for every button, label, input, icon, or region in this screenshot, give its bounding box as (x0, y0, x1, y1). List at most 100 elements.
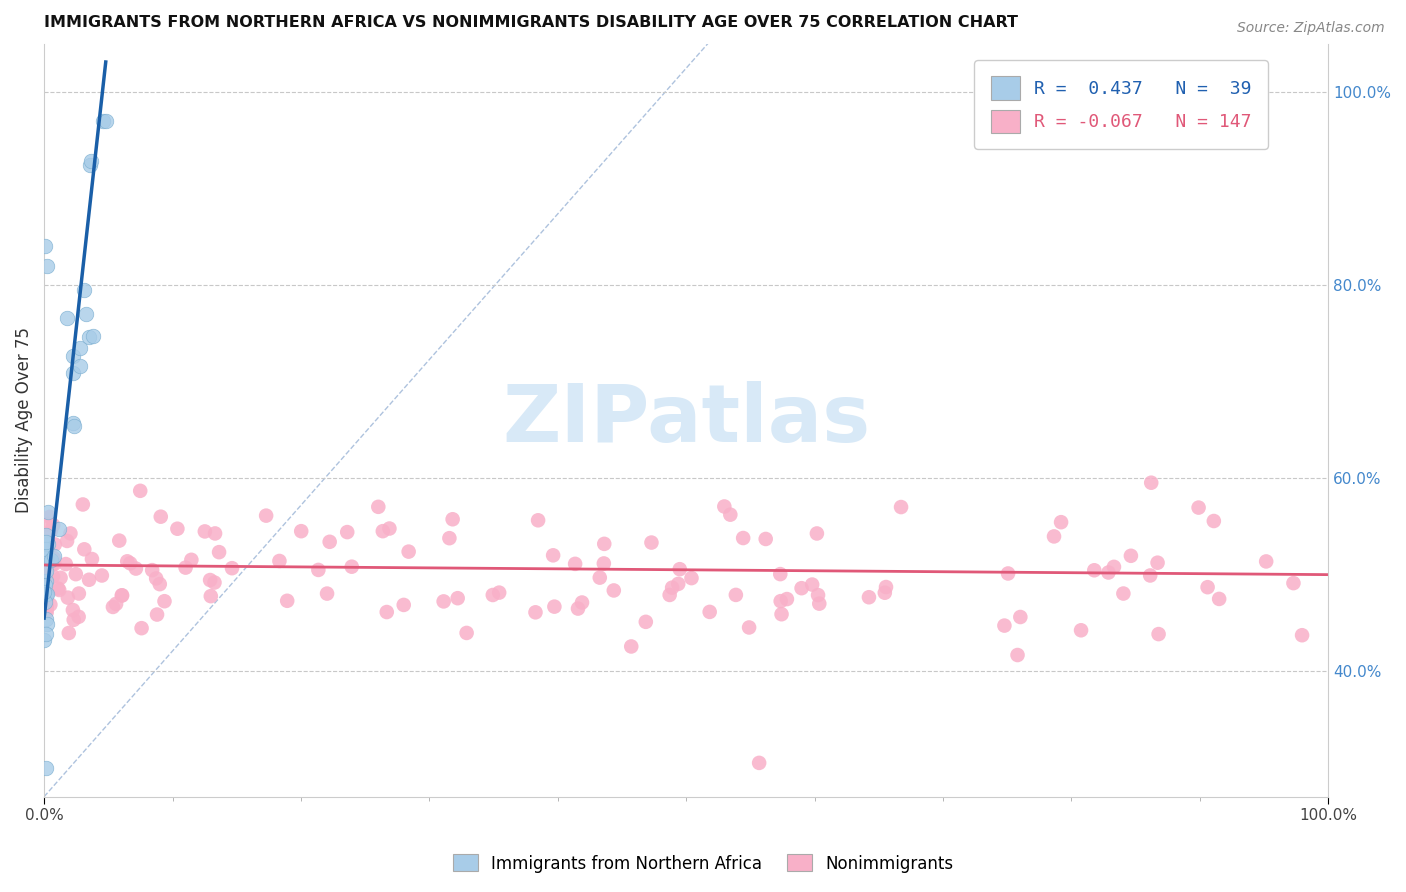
Point (94, 114, 117, 128)
Point (770, 607, 793, 622)
Point (724, 588, 747, 602)
Point (378, 522, 401, 536)
Point (35, 569, 58, 583)
Point (59, 526, 82, 541)
Point (634, 615, 657, 629)
Legend: R =  0.437   N =  39, R = -0.067   N = 147: R = 0.437 N = 39, R = -0.067 N = 147 (974, 61, 1268, 149)
Point (34, 574, 56, 588)
Point (149, 577, 172, 591)
Point (593, 537, 616, 551)
Point (441, 512, 464, 526)
Point (541, 549, 564, 563)
Point (77, 573, 100, 587)
Point (808, 597, 831, 611)
Point (1050, 515, 1073, 529)
Text: Source: ZipAtlas.com: Source: ZipAtlas.com (1237, 21, 1385, 35)
Point (790, 581, 813, 595)
Point (1202, 514, 1225, 528)
Point (35, 566, 58, 581)
Point (290, 524, 312, 538)
Point (62, 603, 84, 617)
Point (46, 582, 69, 596)
Point (129, 483, 152, 498)
Point (1282, 576, 1305, 591)
Point (340, 559, 363, 574)
Legend: Immigrants from Northern Africa, Nonimmigrants: Immigrants from Northern Africa, Nonimmi… (446, 847, 960, 880)
Point (90, 568, 112, 582)
Point (194, 524, 217, 539)
Point (527, 513, 550, 527)
Point (456, 626, 478, 640)
Point (62, 366, 84, 380)
Point (316, 586, 339, 600)
Point (82, 329, 104, 343)
Point (1102, 559, 1125, 574)
Point (35, 606, 58, 620)
Point (174, 560, 197, 574)
Point (166, 522, 188, 536)
Point (39, 553, 62, 567)
Point (447, 591, 470, 606)
Point (1146, 556, 1168, 570)
Point (111, 589, 134, 603)
Point (67, 586, 90, 600)
Point (69, 359, 91, 373)
Point (307, 563, 329, 577)
Point (481, 588, 503, 602)
Point (145, 571, 167, 585)
Point (571, 595, 593, 609)
Point (79, 158, 101, 172)
Point (1256, 554, 1278, 568)
Point (56, 591, 79, 605)
Point (105, 597, 128, 611)
Point (62, 419, 84, 434)
Point (35, 554, 58, 568)
Point (398, 544, 420, 558)
Point (149, 509, 172, 524)
Point (640, 535, 662, 549)
Point (120, 557, 142, 571)
Point (75, 308, 97, 322)
Point (44, 557, 66, 571)
Point (80, 153, 103, 168)
Point (668, 562, 690, 576)
Point (755, 532, 778, 546)
Point (748, 756, 770, 770)
Point (117, 554, 139, 568)
Point (42, 569, 65, 583)
Point (1208, 591, 1230, 606)
Point (131, 621, 153, 635)
Point (1119, 549, 1142, 563)
Point (375, 605, 398, 619)
Point (564, 557, 586, 571)
Point (592, 557, 614, 571)
Point (35, 565, 58, 579)
Point (1010, 610, 1032, 624)
Point (1139, 568, 1161, 582)
Point (35, 599, 58, 613)
Point (1197, 580, 1219, 594)
Point (738, 620, 761, 634)
Point (34, 585, 56, 599)
Point (48, 582, 70, 597)
Point (41, 558, 63, 572)
Point (858, 591, 880, 605)
Point (589, 571, 612, 585)
Point (32, 632, 55, 647)
Point (769, 567, 792, 582)
Point (35, 534, 58, 549)
Point (91, 114, 114, 128)
Point (733, 531, 755, 545)
Point (141, 563, 163, 577)
Point (48, 522, 70, 536)
Point (153, 594, 176, 608)
Point (37, 504, 59, 518)
Point (1140, 475, 1163, 490)
Point (699, 605, 721, 619)
Point (806, 526, 828, 541)
Point (42, 518, 65, 533)
Point (1147, 627, 1170, 641)
Point (35, 602, 58, 616)
Point (890, 500, 912, 514)
Point (39, 524, 62, 538)
